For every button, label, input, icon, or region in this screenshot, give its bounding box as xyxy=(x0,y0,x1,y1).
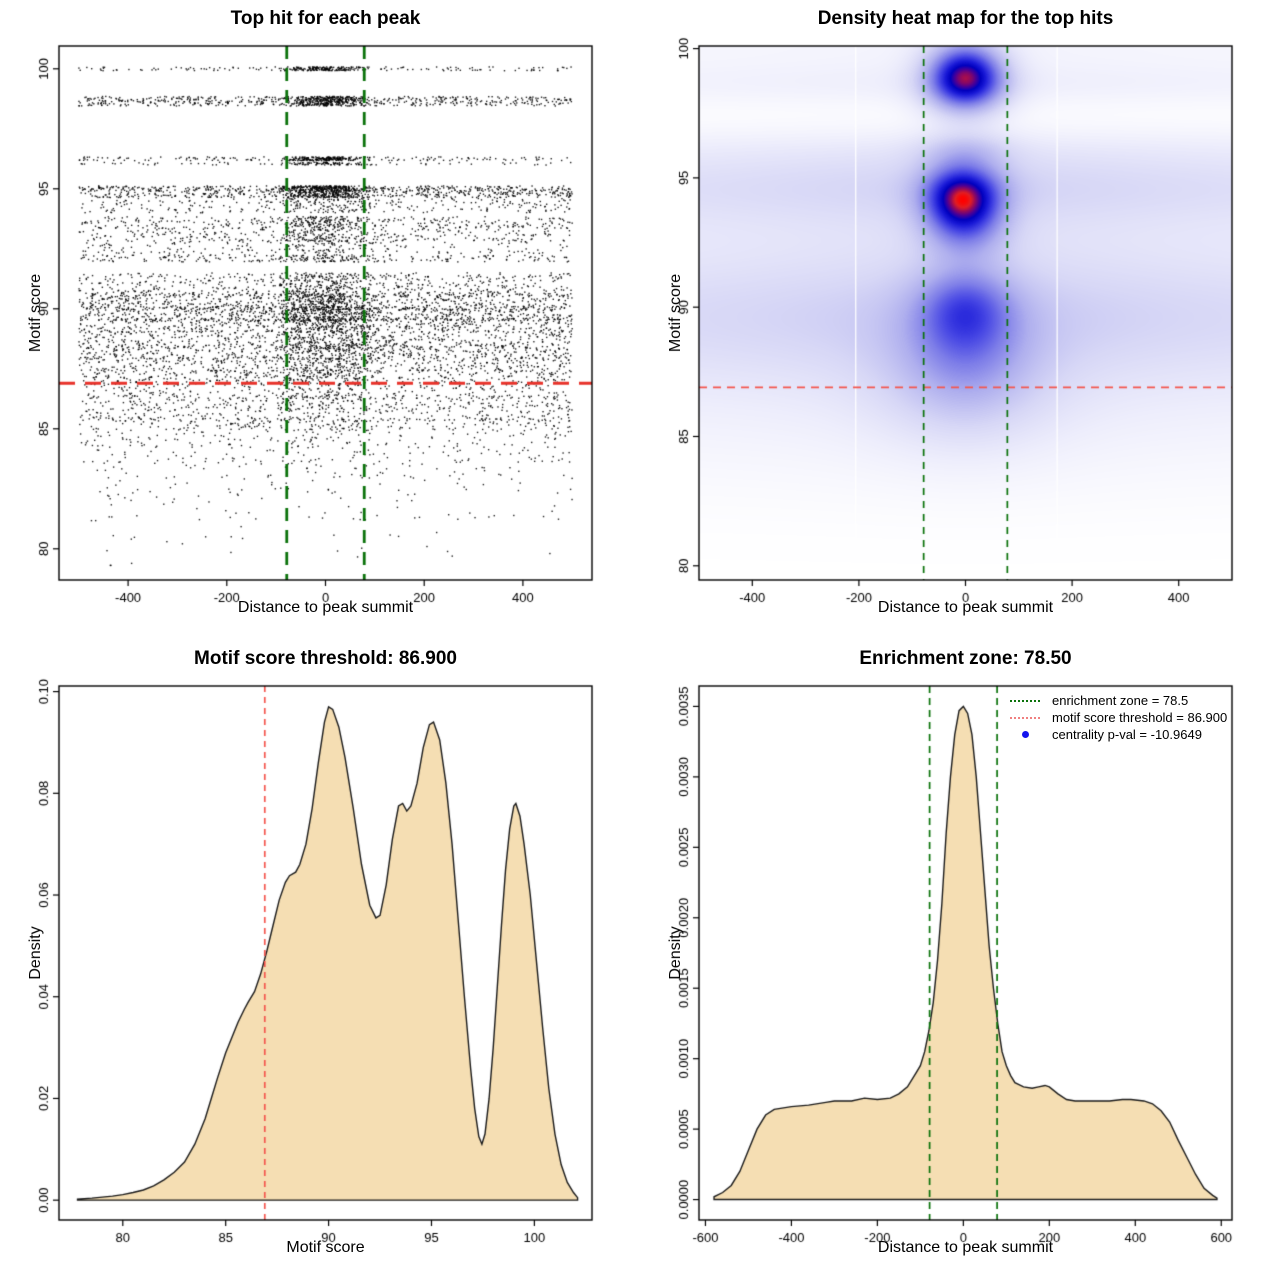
x-axis-label: Motif score xyxy=(286,1239,365,1256)
legend-item-motif-threshold: motif score threshold = 86.900 xyxy=(1010,709,1227,726)
panel-enrichment-zone-density: Enrichment zone: 78.50 Distance to peak … xyxy=(640,640,1280,1280)
x-axis-label: Distance to peak summit xyxy=(877,1239,1054,1256)
y-axis-label: Density xyxy=(667,926,684,980)
heatmap-plot-canvas xyxy=(640,0,1280,640)
legend-label: enrichment zone = 78.5 xyxy=(1052,693,1189,708)
panel-density-heatmap: Density heat map for the top hits Distan… xyxy=(640,0,1280,640)
blue-dot-icon xyxy=(1010,731,1040,738)
panel-top-hits-scatter: Top hit for each peak Distance to peak s… xyxy=(0,0,640,640)
motif-density-canvas xyxy=(0,640,640,1280)
red-dotted-line-icon xyxy=(1010,716,1040,719)
plot-title: Top hit for each peak xyxy=(230,8,421,29)
legend-item-centrality-pval: centrality p-val = -10.9649 xyxy=(1010,726,1227,743)
legend-label: motif score threshold = 86.900 xyxy=(1052,710,1228,725)
scatter-plot-canvas xyxy=(0,0,640,640)
x-axis-label: Distance to peak summit xyxy=(237,599,414,616)
enrichment-density-canvas xyxy=(640,640,1280,1280)
green-dotted-line-icon xyxy=(1010,699,1040,702)
plot-title: Motif score threshold: 86.900 xyxy=(194,648,457,669)
y-axis-label: Density xyxy=(27,926,44,980)
y-axis-label: Motif score xyxy=(27,273,44,353)
legend-item-enrichment-zone: enrichment zone = 78.5 xyxy=(1010,692,1227,709)
legend-label: centrality p-val = -10.9649 xyxy=(1052,727,1202,742)
plot-title: Density heat map for the top hits xyxy=(817,8,1114,29)
x-axis-label: Distance to peak summit xyxy=(877,599,1054,616)
y-axis-label: Motif score xyxy=(667,273,684,353)
plot-legend: enrichment zone = 78.5 motif score thres… xyxy=(1010,692,1227,743)
panel-motif-score-density: Motif score threshold: 86.900 Motif scor… xyxy=(0,640,640,1280)
plot-title: Enrichment zone: 78.50 xyxy=(859,648,1072,669)
